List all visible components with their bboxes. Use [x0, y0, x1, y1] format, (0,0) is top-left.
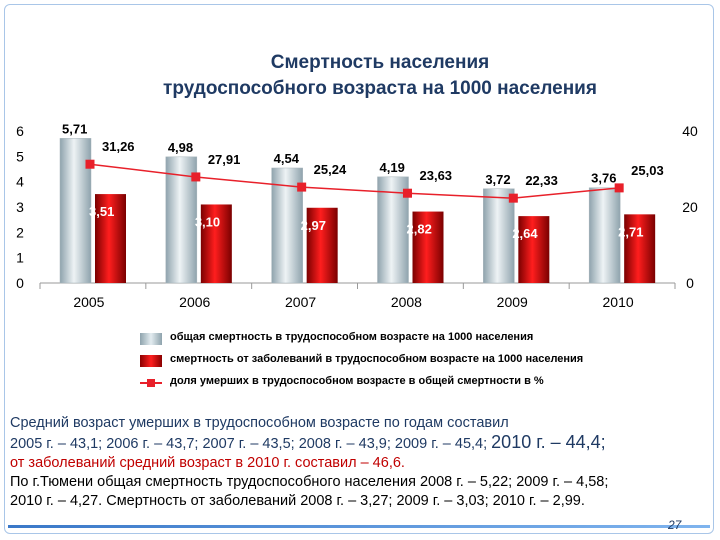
data-label-total: 3,76	[591, 171, 616, 186]
right-axis-tick-label: 20	[682, 199, 698, 215]
share-marker	[297, 182, 307, 192]
slide-title: Смертность населения трудоспособного воз…	[90, 50, 670, 102]
notes-text: Средний возраст умерших в трудоспособном…	[10, 414, 700, 511]
data-label-total: 4,19	[380, 160, 405, 175]
data-label-disease: 2,82	[407, 222, 432, 237]
data-label-total: 5,71	[62, 121, 87, 136]
page-number: 27	[668, 518, 682, 532]
bar-total	[483, 188, 515, 284]
data-label-disease: 3,51	[89, 204, 114, 219]
category-label: 2007	[285, 294, 316, 310]
share-marker	[85, 159, 95, 169]
slide-frame	[4, 4, 714, 534]
left-axis-tick-label: 1	[16, 250, 24, 266]
bar-total	[588, 187, 621, 284]
legend-swatch-disease	[140, 355, 162, 367]
note-line-2-years: 2005 г. – 43,1; 2006 г. – 43,7; 2007 г. …	[10, 436, 492, 452]
legend-label-total: общая смертность в трудоспособном возрас…	[170, 331, 534, 343]
data-label-disease: 3,10	[195, 214, 220, 229]
data-label-share: 31,26	[102, 139, 135, 154]
category-label: 2006	[179, 294, 210, 310]
data-label-disease: 2,97	[301, 218, 326, 233]
category-label: 2009	[497, 294, 528, 310]
data-label-share: 25,03	[631, 163, 664, 178]
legend-label-disease: смертность от заболеваний в трудоспособн…	[170, 353, 584, 365]
left-axis-tick-label: 6	[16, 123, 24, 139]
note-line-5: 2010 г. – 4,27. Смертность от заболевани…	[10, 493, 585, 509]
data-label-disease: 2,64	[512, 226, 538, 241]
share-marker	[614, 183, 624, 193]
note-line-2-2010: 2010 г. – 44,4;	[491, 432, 606, 452]
data-label-share: 27,91	[208, 152, 241, 167]
bar-disease	[624, 214, 656, 283]
share-marker	[191, 172, 201, 182]
bar-disease	[412, 211, 444, 283]
legend-label-share: доля умерших в трудоспособном возрасте в…	[170, 375, 544, 387]
slide-title-line-1: Смертность населения	[270, 52, 490, 73]
share-line	[89, 163, 620, 199]
note-line-4: По г.Тюмени общая смертность трудоспособ…	[10, 474, 609, 490]
legend-swatch-total	[140, 333, 162, 345]
note-line-3: от заболеваний средний возраст в 2010 г.…	[10, 455, 405, 471]
share-marker	[508, 193, 518, 203]
right-axis-tick-label: 40	[682, 123, 698, 139]
category-label: 2008	[391, 294, 422, 310]
left-axis-tick-label: 4	[16, 174, 24, 190]
data-label-total: 4,98	[168, 140, 193, 155]
left-axis-tick-label: 3	[16, 199, 24, 215]
bar-disease	[518, 216, 550, 283]
share-marker	[403, 188, 412, 198]
left-axis-tick-label: 5	[16, 148, 24, 164]
legend-marker-share	[147, 379, 155, 387]
data-label-share: 25,24	[314, 162, 347, 177]
note-line-1: Средний возраст умерших в трудоспособном…	[10, 415, 509, 431]
bar-disease	[95, 194, 126, 283]
data-label-share: 23,63	[420, 168, 453, 183]
bar-disease	[306, 207, 338, 283]
left-axis-tick-label: 2	[16, 224, 24, 240]
category-label: 2005	[73, 294, 104, 310]
data-label-share: 22,33	[525, 173, 558, 188]
bar-disease	[200, 204, 232, 283]
category-label: 2010	[603, 294, 634, 310]
right-axis-tick-label: 0	[686, 275, 694, 291]
data-label-total: 4,54	[274, 151, 300, 166]
data-label-disease: 2,71	[618, 224, 643, 239]
note-line-2: 2005 г. – 43,1; 2006 г. – 43,7; 2007 г. …	[10, 433, 700, 454]
left-axis-tick-label: 0	[16, 275, 24, 291]
slide-title-line-2: трудоспособного возраста на 1000 населен…	[163, 78, 597, 99]
data-label-total: 3,72	[485, 172, 510, 187]
slide-bottom-bar	[8, 525, 710, 528]
mortality-chart: 0 1 2 3 4 5 6 0 20 40 5,71 3,51 2005 4,98 3,10 2006 4,54…	[16, 121, 698, 310]
